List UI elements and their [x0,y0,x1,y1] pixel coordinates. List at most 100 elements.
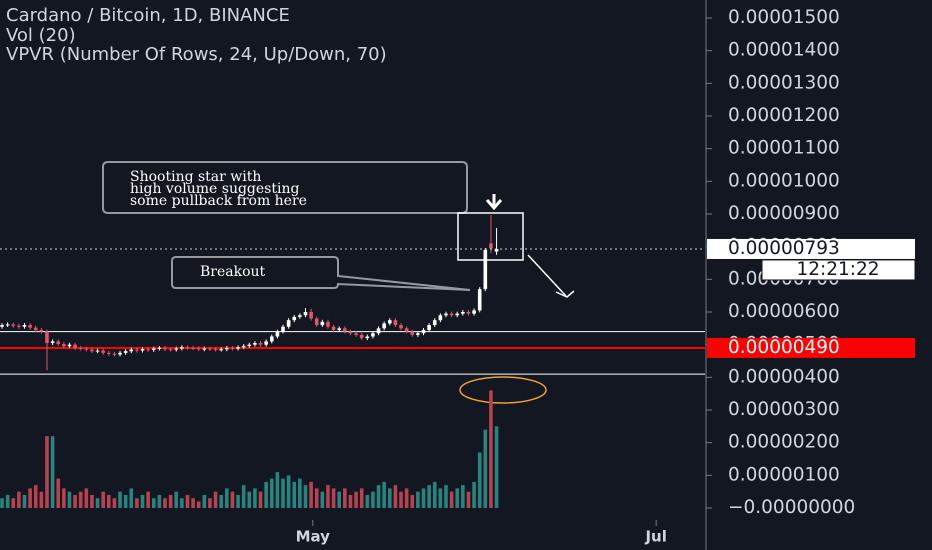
candle-body [90,349,94,352]
volume-bar [168,494,173,509]
volume-bar [230,491,235,509]
volume-bar [489,390,493,509]
volume-bar [343,488,347,509]
volume-bar [348,494,353,509]
y-tick-label: 0.00001300 [728,72,840,93]
y-tick-label: 0.00000200 [728,432,840,453]
y-tick-label: 0.00001400 [728,40,840,61]
callout-text: some pullback from here [130,193,307,209]
candle-body [410,331,415,335]
candle-body [269,336,274,342]
volume-bar [393,485,398,509]
volume-bar [180,498,184,509]
candle-body [112,353,117,355]
candle-body [387,320,392,324]
countdown-box [761,259,916,281]
candle-body [22,325,27,327]
candle-body [331,326,336,330]
candle-body [140,349,145,351]
volume-bar [185,494,190,509]
y-tick-label: 0.00001200 [728,105,840,126]
y-tick-label: 0.00000400 [728,366,840,387]
volume-bar [438,488,443,509]
candle-body [106,352,111,354]
candle-body [472,310,476,314]
candle-body [118,352,122,355]
marked-level-label: 0.00000490 [728,337,840,358]
volume-bar [376,485,381,509]
highlight-box [457,212,524,261]
candle-body [236,347,240,349]
marked-level-box [707,337,915,358]
volume-bar [33,485,38,509]
volume-bar [28,488,32,509]
volume-bar [303,485,308,509]
candle-body [5,324,10,326]
volume-bar [5,494,10,509]
candle-body [461,312,465,314]
volume-bar [56,478,61,509]
candle-body [185,347,190,349]
candle-body [208,348,212,350]
volume-bar [269,478,274,509]
candle-body [50,341,55,344]
volume-bar [410,494,415,509]
candle-body [466,312,471,314]
candle-body [455,313,460,316]
volume-bar [455,488,460,509]
candle-body [427,325,431,330]
down-arrow [485,194,503,211]
candle-body [135,349,139,351]
volume-bar [331,488,336,509]
candle-body [404,328,409,332]
volume-highlight [459,376,547,404]
candle-body [180,347,184,349]
chart-title: Cardano / Bitcoin, 1D, BINANCE [6,5,290,26]
volume-bar [112,498,117,509]
volume-bar [494,426,499,509]
volume-bar [286,475,291,509]
volume-bar [123,494,128,509]
candle-body [489,243,493,249]
volume-bar [45,436,49,509]
candle-body [416,333,420,335]
y-tick-label: −0.00000000 [728,497,855,518]
volume-bar [359,488,364,509]
volume-bar [191,498,195,509]
candle-body [247,344,252,346]
candle-body [62,344,66,347]
volume-bar [309,481,313,509]
volume-bar [432,481,437,509]
candle-body [151,348,156,350]
y-tick-label: 0.00000100 [728,464,840,485]
y-tick-label: 0.00001500 [728,7,840,28]
x-tick-label: Jul [644,528,666,546]
indicator-label: VPVR (Number Of Rows, 24, Up/Down, 70) [6,44,387,65]
candle-body [157,347,162,349]
candle-body [168,349,173,351]
volume-bar [140,494,145,509]
volume-bar [281,478,285,509]
candle-body [371,333,375,337]
candle-body [11,324,16,326]
candle-body [213,348,218,350]
volume-bar [11,498,16,509]
volume-bar [0,498,4,509]
volume-bar [236,494,240,509]
candle-body [281,326,285,332]
candle-body [494,248,499,252]
volume-bar [225,488,229,509]
volume-bar [213,491,218,509]
volume-bar [62,488,66,509]
candle-body [309,312,313,319]
candle-body [174,348,179,350]
countdown-label: 12:21:22 [796,259,879,280]
volume-bar [118,491,122,509]
candle-body [303,312,308,316]
volume-bar [78,491,83,509]
volume-bar [253,488,257,509]
volume-bar [73,494,77,509]
candle-body [219,349,223,351]
